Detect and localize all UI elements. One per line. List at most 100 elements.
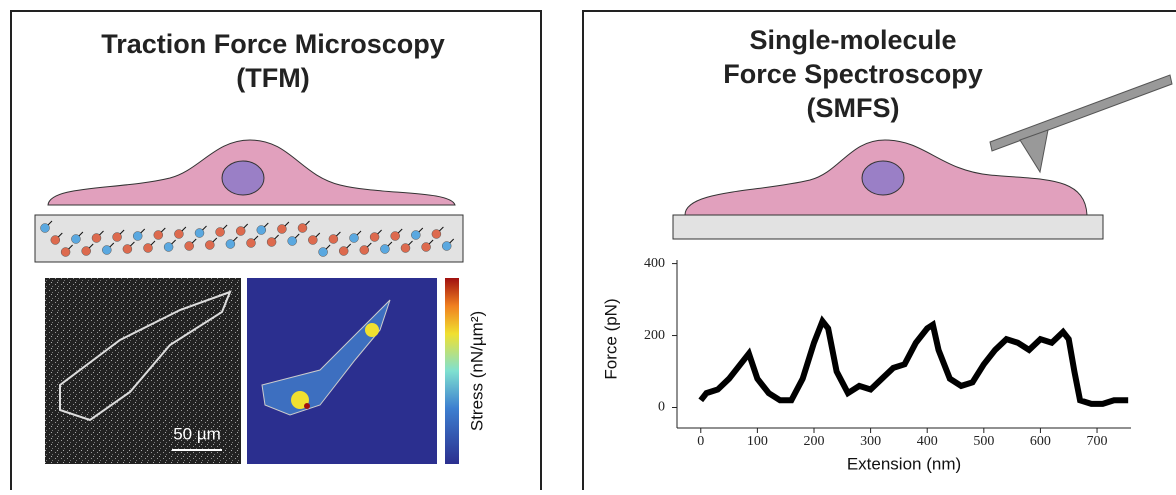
bead: [297, 223, 308, 233]
bead: [153, 230, 164, 240]
beads: [40, 220, 455, 257]
bead: [328, 234, 339, 244]
bead-arrow: [171, 239, 176, 245]
bead: [338, 246, 349, 256]
bead: [369, 232, 380, 242]
bead-arrow: [150, 240, 156, 246]
right-title: Force Spectroscopy: [723, 59, 983, 89]
stress-hotspot: [365, 323, 379, 337]
bead-arrow: [408, 240, 413, 246]
bead: [60, 247, 71, 257]
bead-arrow: [449, 238, 455, 244]
bead-arrow: [305, 220, 310, 226]
bead-arrow: [263, 222, 269, 228]
cantilever: [989, 74, 1173, 152]
bead: [194, 228, 205, 238]
bead-arrow: [294, 233, 300, 239]
bead-arrow: [68, 244, 73, 250]
bead: [102, 245, 112, 255]
bead: [246, 238, 256, 248]
bead-arrow: [160, 227, 166, 233]
bead-arrow: [202, 225, 207, 231]
force-curve: [698, 315, 1129, 407]
bead-arrow: [377, 229, 382, 235]
bead-arrow: [109, 242, 115, 248]
bead-arrow: [57, 232, 63, 238]
bead: [266, 237, 277, 247]
bead: [390, 231, 400, 241]
bead: [308, 235, 318, 245]
stress-hotspot: [304, 403, 310, 409]
bead-arrow: [428, 239, 434, 245]
x-tick-label: 700: [1087, 434, 1108, 449]
x-tick-label: 0: [697, 434, 704, 449]
bead-arrow: [253, 235, 259, 241]
bead: [40, 223, 50, 233]
x-tick-label: 500: [973, 434, 994, 449]
afm-tip: [1019, 129, 1049, 174]
bead: [122, 244, 133, 254]
y-tick-label: 0: [658, 400, 665, 415]
bead: [349, 233, 359, 243]
bead-arrow: [284, 221, 290, 227]
bead: [359, 245, 370, 255]
bead: [318, 247, 328, 257]
bead: [431, 229, 442, 239]
bead: [277, 224, 287, 234]
right-title: Single-molecule: [749, 25, 956, 55]
bead-arrow: [99, 230, 104, 236]
x-axis-label: Extension (nm): [847, 454, 961, 473]
bead: [205, 240, 215, 250]
bead: [235, 226, 246, 236]
left-panel: [10, 10, 542, 495]
bead-arrow: [212, 237, 218, 243]
bead-arrow: [88, 243, 94, 249]
bead-arrow: [346, 243, 352, 249]
bead-arrow: [387, 241, 393, 247]
force-plot: 0 100 200 300 400 500 600 700 0 200 400 Extension (…: [601, 256, 1131, 473]
left-subtitle: (TFM): [236, 63, 309, 93]
bead-arrow: [336, 231, 341, 237]
bead-arrow: [243, 223, 249, 229]
colorbar: [445, 278, 459, 464]
bead: [50, 235, 61, 245]
bead: [91, 233, 102, 243]
bead-arrow: [233, 236, 238, 242]
substrate: [672, 214, 1104, 240]
bead-arrow: [119, 229, 125, 235]
y-tick-label: 400: [644, 256, 665, 271]
bead: [81, 246, 91, 256]
x-tick-label: 600: [1030, 434, 1051, 449]
colorbar-label: Stress (nN/µm²): [467, 311, 486, 431]
bead-arrow: [140, 228, 146, 234]
bead-arrow: [397, 228, 403, 234]
y-tick-label: 200: [644, 328, 665, 343]
bead-arrow: [191, 238, 197, 244]
right-panel: [582, 10, 1176, 495]
bead-arrow: [315, 232, 321, 238]
bead-arrow: [366, 242, 372, 248]
bead: [71, 234, 81, 244]
bead-arrow: [274, 234, 279, 240]
cell-outline: [59, 290, 232, 422]
bead-arrow: [439, 226, 444, 232]
x-tick-label: 400: [917, 434, 938, 449]
bead-arrow: [418, 227, 424, 233]
bead-arrow: [47, 220, 53, 226]
nucleus: [861, 160, 905, 196]
bead: [112, 232, 122, 242]
bead: [163, 242, 174, 252]
x-tick-label: 300: [860, 434, 881, 449]
bead-arrow: [222, 224, 228, 230]
x-tick-label: 100: [747, 434, 768, 449]
bead: [143, 243, 153, 253]
bead: [215, 227, 225, 237]
x-tick-label: 200: [803, 434, 824, 449]
bead: [421, 242, 431, 252]
bead-arrow: [356, 230, 362, 236]
bead-arrow: [130, 241, 135, 247]
bead: [411, 230, 421, 240]
bead-arrow: [325, 244, 331, 250]
bead: [380, 244, 390, 254]
bead: [225, 239, 236, 249]
